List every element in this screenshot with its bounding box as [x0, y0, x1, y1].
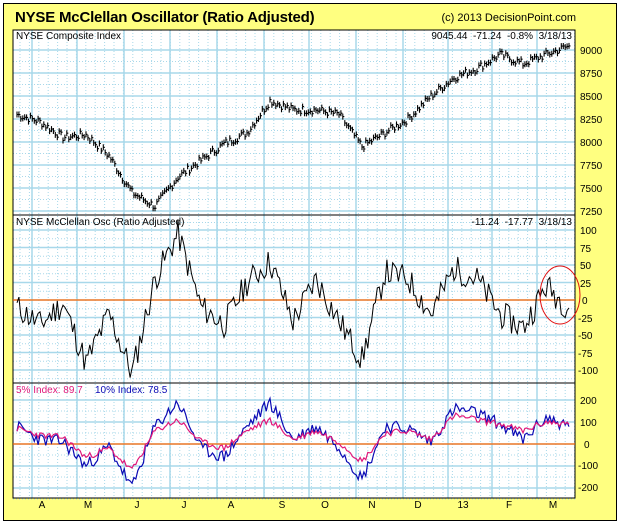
svg-text:-50: -50	[578, 331, 593, 342]
svg-text:S: S	[279, 500, 286, 511]
svg-text:8500: 8500	[580, 92, 603, 103]
svg-text:200: 200	[580, 396, 597, 407]
highlight-circle	[539, 265, 581, 325]
oscillator-y-axis: 100 75 50 25 0 -25 -50 -75 -100	[578, 226, 598, 377]
svg-text:A: A	[228, 500, 235, 511]
svg-text:J: J	[135, 500, 140, 511]
svg-text:100: 100	[580, 226, 597, 237]
svg-text:O: O	[321, 500, 329, 511]
five-pct-index-label: 5% Index: 89.7	[16, 385, 83, 396]
svg-text:-75: -75	[578, 349, 593, 360]
svg-text:A: A	[39, 500, 46, 511]
svg-text:-25: -25	[578, 314, 593, 325]
svg-text:0: 0	[584, 440, 590, 451]
plot-area	[13, 30, 575, 498]
oscillator-series	[16, 219, 570, 378]
svg-text:-100: -100	[578, 366, 598, 377]
chart-title: NYSE McClellan Oscillator (Ratio Adjuste…	[15, 9, 315, 26]
svg-text:D: D	[414, 500, 421, 511]
svg-text:7500: 7500	[580, 184, 603, 195]
five-pct-index-series	[16, 412, 570, 469]
svg-text:-100: -100	[578, 461, 598, 472]
oscillator-panel-label: NYSE McClellan Osc (Ratio Adjusted)	[16, 217, 184, 228]
price-panel-label: NYSE Composite Index	[16, 31, 121, 42]
svg-text:N: N	[368, 500, 375, 511]
breadth-y-axis: 200 100 0 -100 -200	[578, 396, 598, 494]
svg-text:7250: 7250	[580, 207, 603, 218]
svg-text:M: M	[84, 500, 92, 511]
svg-text:100: 100	[580, 418, 597, 429]
svg-text:7750: 7750	[580, 161, 603, 172]
svg-text:50: 50	[580, 261, 592, 272]
price-series	[16, 42, 571, 212]
svg-text:75: 75	[580, 244, 592, 255]
price-panel-info: 9045.44 -71.24 -0.8% 3/18/13	[431, 31, 572, 42]
svg-text:0: 0	[582, 296, 588, 307]
svg-text:M: M	[549, 500, 557, 511]
copyright-text: (c) 2013 DecisionPoint.com	[441, 12, 576, 24]
svg-text:F: F	[506, 500, 512, 511]
grid-lines	[13, 30, 576, 500]
svg-text:25: 25	[580, 279, 592, 290]
svg-text:J: J	[182, 500, 187, 511]
breadth-panel-border	[12, 382, 576, 499]
x-axis: A M J J A S O N D 13 F M	[39, 500, 558, 511]
svg-text:8000: 8000	[580, 138, 603, 149]
ten-pct-index-label: 10% Index: 78.5	[95, 385, 168, 396]
oscillator-panel-info: -11.24 -17.77 3/18/13	[472, 217, 573, 228]
price-y-axis: 9000 8750 8500 8250 8000 7750 7500 7250	[580, 46, 603, 218]
svg-text:-200: -200	[578, 483, 598, 494]
svg-text:13: 13	[457, 500, 469, 511]
svg-text:9000: 9000	[580, 46, 603, 57]
svg-text:8750: 8750	[580, 69, 603, 80]
svg-text:8250: 8250	[580, 115, 603, 126]
